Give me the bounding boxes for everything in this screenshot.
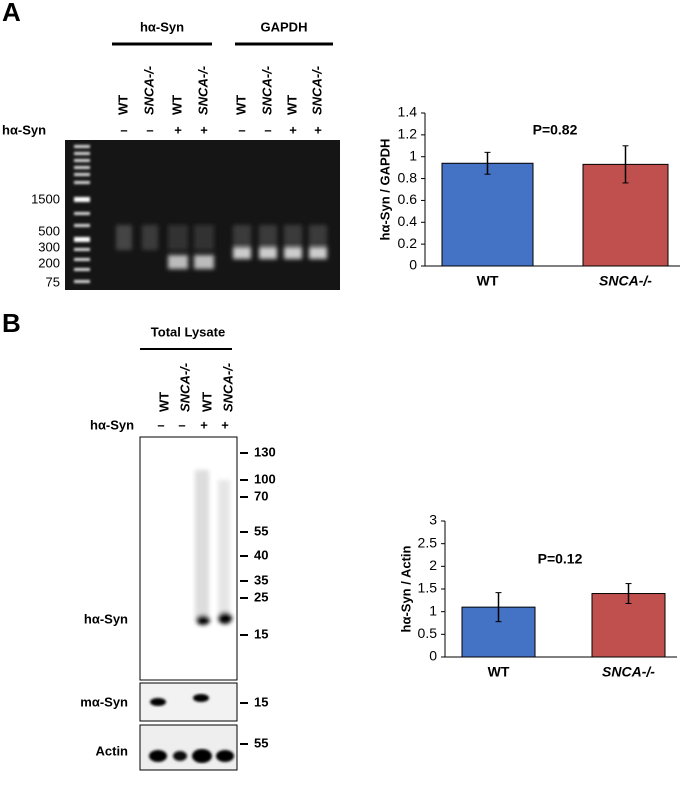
marker-label: 35 [254, 572, 268, 587]
y-tick-label: 0.2 [398, 235, 418, 251]
group-label: Total Lysate [151, 324, 225, 339]
marker-label: 15 [254, 694, 268, 709]
blot-label: mα-Syn [80, 694, 128, 709]
sign: + [289, 122, 297, 137]
lane-label: WT [169, 95, 184, 115]
marker-label: 100 [254, 471, 276, 486]
lane-label: WT [284, 95, 299, 115]
lane-label: SNCA-/- [220, 363, 235, 412]
ladder-label: 200 [38, 255, 60, 270]
y-tick-label: 0 [409, 257, 417, 273]
y-tick-label: 3 [429, 512, 437, 528]
panel-label: B [2, 308, 21, 338]
sign: – [146, 122, 153, 137]
panel-label: A [2, 0, 21, 27]
x-tick-label: SNCA-/- [602, 664, 655, 680]
lane-label: WT [156, 392, 171, 412]
ladder-label: 75 [46, 274, 60, 289]
y-tick-label: 1.4 [398, 104, 418, 120]
y-tick-label: 0.8 [398, 169, 418, 185]
marker-label: 25 [254, 589, 268, 604]
marker-label: 55 [254, 523, 268, 538]
gel-bands [116, 225, 327, 269]
x-tick-label: WT [488, 664, 510, 680]
annotation: P=0.82 [533, 122, 578, 138]
lane-label: SNCA-/- [195, 66, 210, 115]
lane-label: WT [115, 95, 130, 115]
ladder-label: 500 [38, 223, 60, 238]
sign: + [174, 122, 182, 137]
x-tick-label: SNCA-/- [599, 273, 652, 289]
marker-label: 40 [254, 547, 268, 562]
marker-label: 55 [254, 735, 268, 750]
y-axis-label: hα-Syn / Actin [398, 545, 413, 632]
sign: + [314, 122, 322, 137]
lane-label: SNCA-/- [259, 66, 274, 115]
bar [591, 593, 666, 658]
y-tick-label: 1 [409, 147, 417, 163]
sign: + [200, 417, 208, 432]
group-label: hα-Syn [140, 19, 184, 34]
sign: – [264, 122, 271, 137]
lane-label: WT [233, 95, 248, 115]
sign: – [238, 122, 245, 137]
ladder-label: 300 [38, 239, 60, 254]
x-tick-label: WT [477, 273, 499, 289]
y-tick-label: 1 [429, 602, 437, 618]
lane-label: WT [199, 392, 214, 412]
blot [139, 724, 238, 771]
marker-label: 15 [254, 626, 268, 641]
marker-label: 130 [254, 444, 276, 459]
sign: – [157, 417, 164, 432]
group-label: GAPDH [261, 19, 308, 34]
bar [441, 162, 534, 267]
lane-label: SNCA-/- [177, 363, 192, 412]
y-tick-label: 0.6 [398, 191, 418, 207]
lane-label: SNCA-/- [309, 66, 324, 115]
y-tick-label: 2 [429, 557, 437, 573]
y-tick-label: 1.5 [418, 580, 438, 596]
row-label: hα-Syn [90, 417, 134, 432]
ladder-bands [74, 145, 90, 283]
blot-bands [149, 749, 234, 763]
bar [461, 606, 536, 658]
lane-label: SNCA-/- [141, 66, 156, 115]
y-tick-label: 0 [429, 648, 437, 664]
blot-bands [150, 694, 209, 706]
marker-label: 70 [254, 488, 268, 503]
sign: – [120, 122, 127, 137]
blot-label: hα-Syn [84, 611, 128, 626]
sign: + [200, 122, 208, 137]
row-label: hα-Syn [2, 122, 46, 137]
y-axis-label: hα-Syn / GAPDH [377, 139, 392, 241]
sign: + [221, 417, 229, 432]
blot-label: Actin [96, 743, 129, 758]
y-tick-label: 0.4 [398, 213, 418, 229]
annotation: P=0.12 [538, 551, 583, 567]
y-tick-label: 1.2 [398, 126, 418, 142]
ladder-label: 1500 [31, 191, 60, 206]
blot-bands [195, 470, 232, 625]
y-tick-label: 2.5 [418, 534, 438, 550]
y-tick-label: 0.5 [418, 625, 438, 641]
sign: – [178, 417, 185, 432]
